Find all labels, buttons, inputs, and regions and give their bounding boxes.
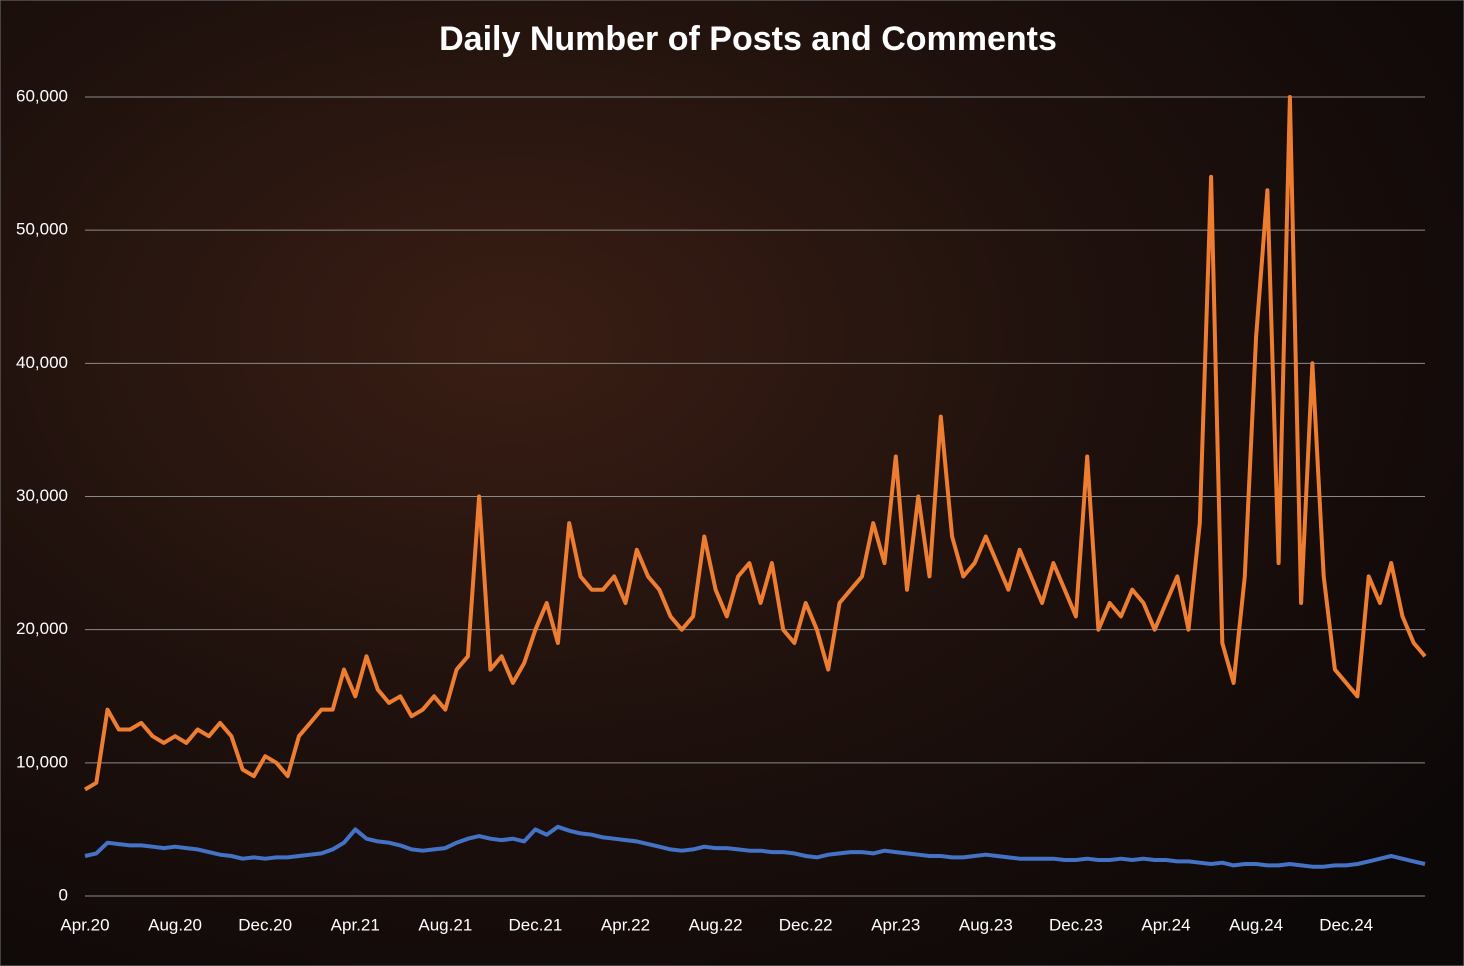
x-tick-label: Dec.22 <box>779 915 833 934</box>
x-tick-label: Apr.24 <box>1141 915 1190 934</box>
y-tick-label: 10,000 <box>16 752 68 771</box>
y-tick-label: 60,000 <box>16 86 68 105</box>
y-tick-label: 30,000 <box>16 486 68 505</box>
x-tick-label: Aug.24 <box>1229 915 1283 934</box>
y-tick-label: 0 <box>59 885 68 904</box>
x-tick-label: Aug.21 <box>418 915 472 934</box>
series-line <box>84 824 1426 869</box>
y-tick-label: 50,000 <box>16 220 68 239</box>
x-tick-label: Apr.21 <box>331 915 380 934</box>
x-tick-label: Dec.24 <box>1319 915 1373 934</box>
x-tick-label: Apr.20 <box>60 915 109 934</box>
x-tick-label: Apr.22 <box>601 915 650 934</box>
series-line <box>83 95 1427 792</box>
x-tick-label: Aug.22 <box>689 915 743 934</box>
x-tick-label: Apr.23 <box>871 915 920 934</box>
x-tick-label: Dec.21 <box>508 915 562 934</box>
x-tick-label: Aug.23 <box>959 915 1013 934</box>
x-tick-label: Dec.20 <box>238 915 292 934</box>
y-tick-label: 20,000 <box>16 619 68 638</box>
x-tick-label: Dec.23 <box>1049 915 1103 934</box>
y-tick-label: 40,000 <box>16 353 68 372</box>
chart-title: Daily Number of Posts and Comments <box>439 20 1057 58</box>
x-tick-label: Aug.20 <box>148 915 202 934</box>
